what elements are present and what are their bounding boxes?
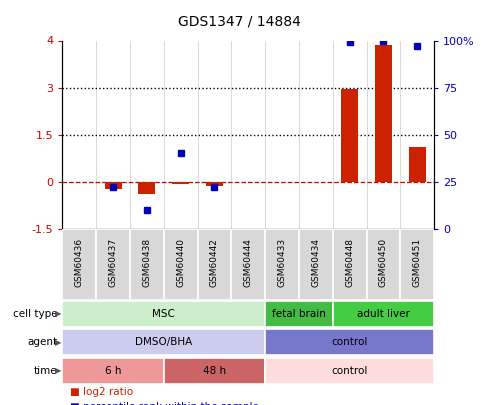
Text: GSM60437: GSM60437 xyxy=(109,238,118,288)
Text: GSM60442: GSM60442 xyxy=(210,239,219,287)
Text: fetal brain: fetal brain xyxy=(272,309,326,319)
Bar xyxy=(130,229,164,300)
Bar xyxy=(138,182,155,194)
Text: ▶: ▶ xyxy=(55,338,61,347)
Text: ■ log2 ratio: ■ log2 ratio xyxy=(70,387,133,396)
Bar xyxy=(265,329,434,355)
Bar xyxy=(265,229,299,300)
Text: GDS1347 / 14884: GDS1347 / 14884 xyxy=(178,14,301,28)
Text: time: time xyxy=(34,366,57,375)
Text: GSM60434: GSM60434 xyxy=(311,239,320,287)
Text: GSM60444: GSM60444 xyxy=(244,239,253,287)
Text: control: control xyxy=(331,337,368,347)
Bar xyxy=(198,229,232,300)
Text: ▶: ▶ xyxy=(55,309,61,318)
Bar xyxy=(206,182,223,186)
Bar xyxy=(172,182,189,183)
Text: GSM60436: GSM60436 xyxy=(75,238,84,288)
Bar xyxy=(375,45,392,182)
Text: control: control xyxy=(331,366,368,375)
Bar xyxy=(62,229,96,300)
Text: GSM60450: GSM60450 xyxy=(379,238,388,288)
Bar xyxy=(367,229,400,300)
Text: GSM60440: GSM60440 xyxy=(176,239,185,287)
Bar xyxy=(341,89,358,182)
Bar xyxy=(96,229,130,300)
Text: cell type: cell type xyxy=(13,309,57,319)
Text: MSC: MSC xyxy=(152,309,175,319)
Bar xyxy=(232,229,265,300)
Text: GSM60448: GSM60448 xyxy=(345,239,354,287)
Text: adult liver: adult liver xyxy=(357,309,410,319)
Text: 48 h: 48 h xyxy=(203,366,226,375)
Text: GSM60451: GSM60451 xyxy=(413,238,422,288)
Text: GSM60433: GSM60433 xyxy=(277,238,286,288)
Text: ■ percentile rank within the sample: ■ percentile rank within the sample xyxy=(70,402,259,405)
Bar xyxy=(62,358,164,384)
Bar xyxy=(299,229,333,300)
Text: agent: agent xyxy=(27,337,57,347)
Bar xyxy=(409,147,426,182)
Bar xyxy=(333,301,434,327)
Text: ▶: ▶ xyxy=(55,366,61,375)
Bar xyxy=(265,301,333,327)
Text: GSM60438: GSM60438 xyxy=(142,238,151,288)
Bar xyxy=(164,358,265,384)
Bar xyxy=(333,229,367,300)
Bar xyxy=(62,329,265,355)
Bar xyxy=(400,229,434,300)
Text: 6 h: 6 h xyxy=(105,366,121,375)
Bar xyxy=(265,358,434,384)
Bar xyxy=(62,301,265,327)
Text: DMSO/BHA: DMSO/BHA xyxy=(135,337,193,347)
Bar xyxy=(105,182,122,189)
Bar xyxy=(164,229,198,300)
